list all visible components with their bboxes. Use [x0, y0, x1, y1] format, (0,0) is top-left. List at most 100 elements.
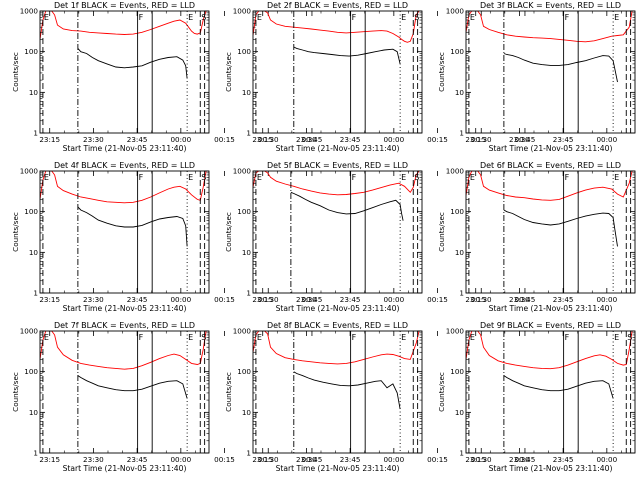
x-tick-label: 00:45	[515, 455, 536, 464]
y-tick-label: 1000	[20, 7, 39, 16]
marker-label: E	[614, 333, 619, 342]
marker-label: S	[201, 333, 206, 342]
panel-title: Det 9f BLACK = Events, RED = LLD	[480, 321, 621, 330]
x-tick-label: 00:45	[302, 455, 323, 464]
y-axis-label: Counts/sec	[11, 372, 20, 412]
x-tick-label: 23:45	[553, 295, 574, 304]
plot-area	[466, 171, 633, 247]
marker-label: E	[470, 173, 475, 182]
y-tick-label: 100	[24, 207, 38, 216]
y-tick-label: 10	[455, 408, 465, 417]
y-tick-label: 10	[29, 408, 39, 417]
y-axis-label: Counts/sec	[437, 372, 446, 412]
x-axis-label: Start Time (21-Nov-05 23:11:40)	[489, 304, 613, 313]
x-tick-label: 00:15	[214, 295, 235, 304]
x-tick-label: 23:30	[296, 455, 317, 464]
y-tick-label: 1000	[446, 327, 465, 336]
marker-label: E	[614, 173, 619, 182]
x-tick-label: 23:30	[83, 455, 104, 464]
panel-title: Det 5f BLACK = Events, RED = LLD	[267, 161, 408, 170]
x-tick-label: 23:15	[39, 135, 60, 144]
y-tick-label: 1	[459, 129, 464, 138]
series-events-line	[290, 191, 404, 221]
marker-label: F	[139, 13, 144, 22]
x-tick-label: 23:15	[252, 295, 273, 304]
marker-label: S	[414, 173, 419, 182]
x-tick-label: 00:30	[471, 295, 492, 304]
plot-frame	[465, 170, 636, 294]
marker-label: F	[139, 333, 144, 342]
marker-label: E	[188, 333, 193, 342]
x-tick-label: 23:45	[127, 135, 148, 144]
series-events-line	[77, 206, 188, 247]
y-tick-label: 100	[237, 47, 251, 56]
y-tick-label: 10	[242, 88, 252, 97]
series-lld-line	[466, 11, 633, 43]
y-axis-label: Counts/sec	[437, 52, 446, 92]
series-lld-line	[40, 11, 207, 40]
y-axis-label: Counts/sec	[224, 212, 233, 252]
series-lld-line	[253, 11, 420, 43]
panel-title: Det 2f BLACK = Events, RED = LLD	[267, 1, 408, 10]
x-tick-label: 23:30	[296, 295, 317, 304]
y-tick-label: 1	[246, 289, 251, 298]
plot-frame	[465, 10, 636, 134]
x-axis-label: Start Time (21-Nov-05 23:11:40)	[276, 144, 400, 153]
y-tick-label: 1	[246, 129, 251, 138]
panel-title: Det 6f BLACK = Events, RED = LLD	[480, 161, 621, 170]
marker-label: S	[201, 13, 206, 22]
series-lld-line	[253, 331, 420, 365]
plot-area	[466, 331, 633, 399]
plot-area	[253, 11, 420, 65]
y-tick-label: 10	[29, 248, 39, 257]
x-tick-label: 00:00	[383, 135, 404, 144]
marker-label: F	[565, 13, 570, 22]
y-tick-label: 10	[455, 88, 465, 97]
x-axis-label: Start Time (21-Nov-05 23:11:40)	[276, 464, 400, 473]
y-tick-label: 10	[455, 248, 465, 257]
x-tick-label: 23:30	[296, 135, 317, 144]
x-tick-label: 23:15	[252, 455, 273, 464]
marker-label: E	[614, 13, 619, 22]
y-tick-label: 1000	[233, 7, 252, 16]
marker-label: S	[414, 13, 419, 22]
plot-frame	[39, 170, 210, 294]
plot-frame	[39, 10, 210, 134]
x-tick-label: 23:15	[465, 295, 486, 304]
y-tick-label: 1	[33, 449, 38, 458]
y-tick-label: 1000	[233, 327, 252, 336]
x-tick-label: 00:30	[258, 135, 279, 144]
y-tick-label: 1000	[20, 167, 39, 176]
plot-area	[40, 11, 207, 79]
y-tick-label: 100	[450, 367, 464, 376]
panel-title: Det 4f BLACK = Events, RED = LLD	[54, 161, 195, 170]
series-events-line	[293, 371, 401, 410]
x-axis-label: Start Time (21-Nov-05 23:11:40)	[489, 464, 613, 473]
x-tick-label: 23:15	[39, 455, 60, 464]
x-axis-label: Start Time (21-Nov-05 23:11:40)	[276, 304, 400, 313]
series-events-line	[77, 375, 188, 399]
y-tick-label: 100	[237, 367, 251, 376]
y-tick-label: 10	[242, 248, 252, 257]
y-tick-label: 1	[459, 289, 464, 298]
x-tick-label: 23:45	[340, 135, 361, 144]
x-axis-label: Start Time (21-Nov-05 23:11:40)	[63, 144, 187, 153]
marker-label: E	[401, 173, 406, 182]
x-tick-label: 23:45	[127, 295, 148, 304]
x-tick-label: 23:45	[127, 455, 148, 464]
x-tick-label: 23:45	[553, 135, 574, 144]
series-lld-line	[40, 331, 207, 370]
y-tick-label: 100	[450, 207, 464, 216]
y-axis-label: Counts/sec	[437, 212, 446, 252]
x-tick-label: 00:15	[214, 455, 235, 464]
x-tick-label: 00:00	[596, 135, 617, 144]
series-lld-line	[253, 171, 420, 196]
series-events-line	[503, 53, 618, 83]
y-axis-label: Counts/sec	[224, 372, 233, 412]
plot-frame	[39, 330, 210, 454]
x-tick-label: 23:30	[509, 135, 530, 144]
marker-label: E	[257, 173, 262, 182]
